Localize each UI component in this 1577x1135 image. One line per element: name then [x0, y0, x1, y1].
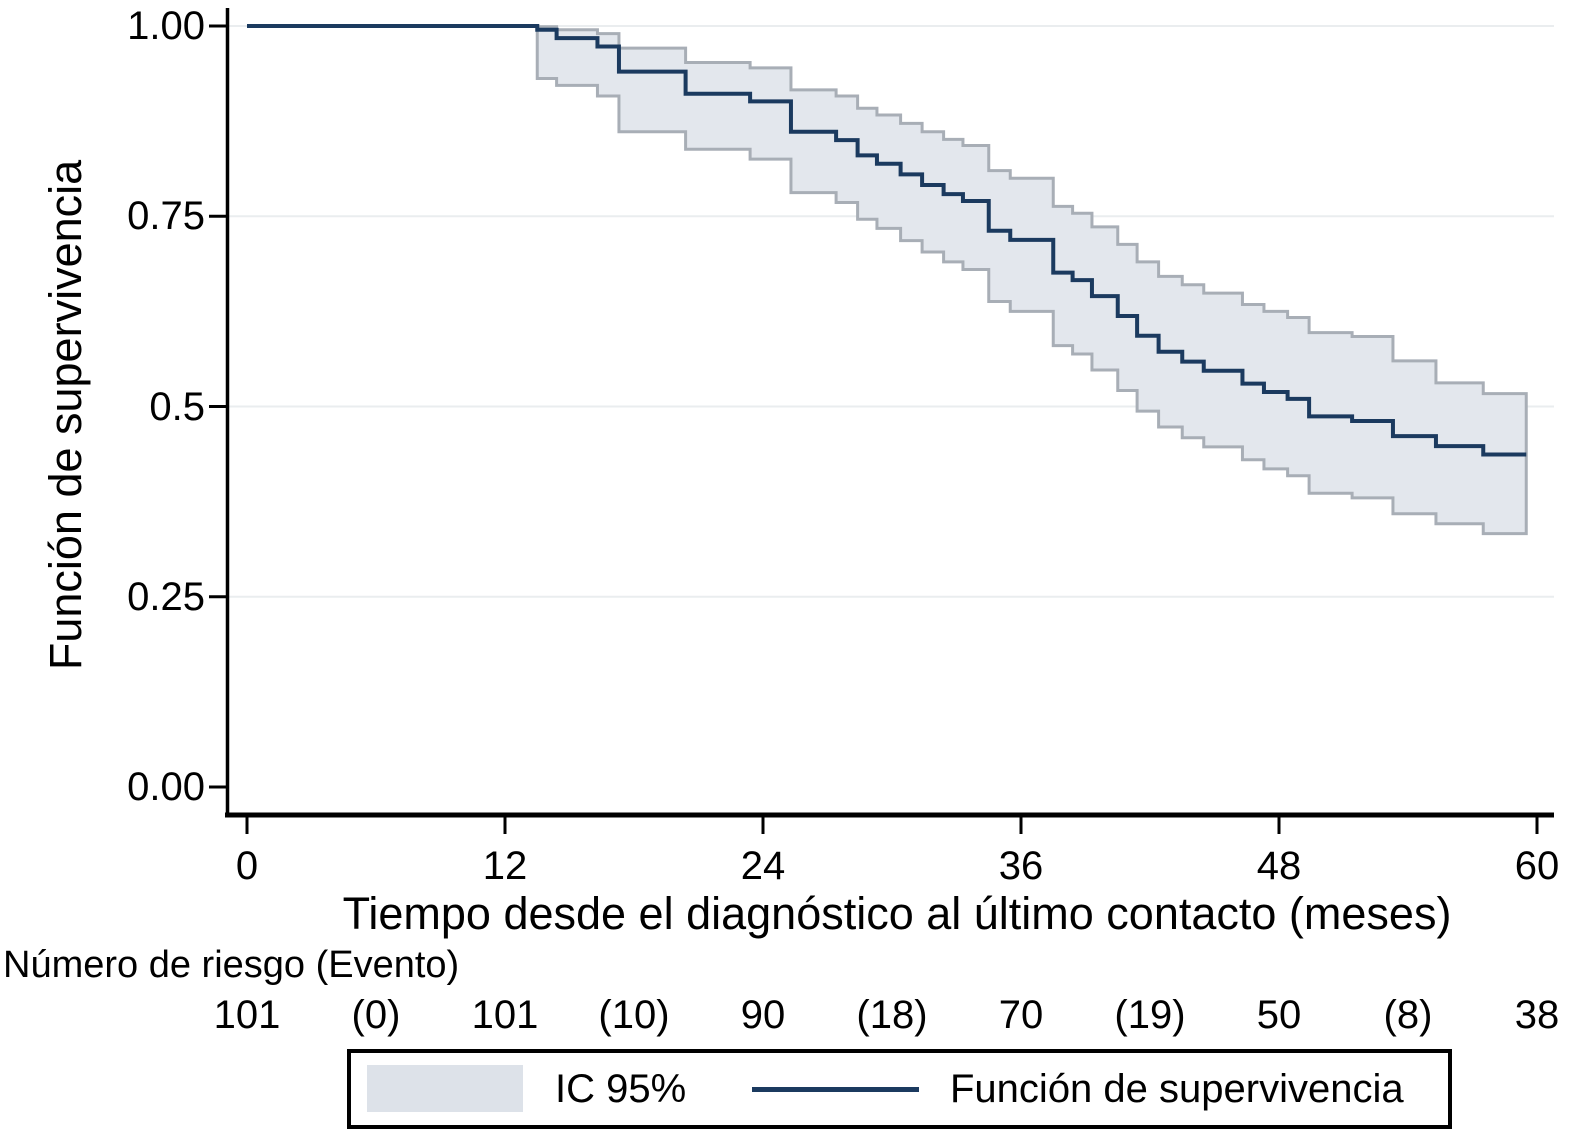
y-tick-label: 0.5 — [149, 384, 205, 429]
legend-box: IC 95% Función de supervivencia — [347, 1049, 1452, 1129]
legend-ci-label: IC 95% — [555, 1067, 687, 1111]
risk-count: 50 — [1256, 993, 1302, 1037]
legend-series-label: Función de supervivencia — [950, 1067, 1404, 1111]
y-tick-label: 0.25 — [127, 574, 205, 619]
legend-line-sample — [752, 1087, 919, 1092]
x-tick-label: 24 — [740, 844, 786, 888]
survival-curve — [247, 24, 1527, 457]
x-tick-label: 60 — [1514, 844, 1560, 888]
x-tick-label: 12 — [482, 844, 528, 888]
risk-table-label: Número de riesgo (Evento) — [3, 944, 460, 986]
risk-count: 70 — [998, 993, 1044, 1037]
risk-count: 90 — [740, 993, 786, 1037]
x-tick-label: 48 — [1256, 844, 1302, 888]
risk-count: 38 — [1514, 993, 1560, 1037]
event-count: (19) — [1114, 993, 1186, 1037]
event-count: (8) — [1383, 993, 1433, 1037]
legend-ci-swatch — [367, 1065, 523, 1112]
x-tick-label: 36 — [998, 844, 1044, 888]
event-count: (18) — [856, 993, 928, 1037]
x-axis-title: Tiempo desde el diagnóstico al último co… — [342, 888, 1452, 939]
x-tick-label: 0 — [235, 844, 259, 888]
event-count: (0) — [351, 993, 401, 1037]
y-tick-label: 0.00 — [127, 765, 205, 809]
event-count: (10) — [598, 993, 670, 1037]
risk-count: 101 — [471, 993, 539, 1037]
y-tick-label: 0.75 — [127, 194, 205, 239]
risk-count: 101 — [213, 993, 281, 1037]
y-tick-label: 1.00 — [127, 4, 205, 48]
ci-band — [535, 25, 1528, 536]
